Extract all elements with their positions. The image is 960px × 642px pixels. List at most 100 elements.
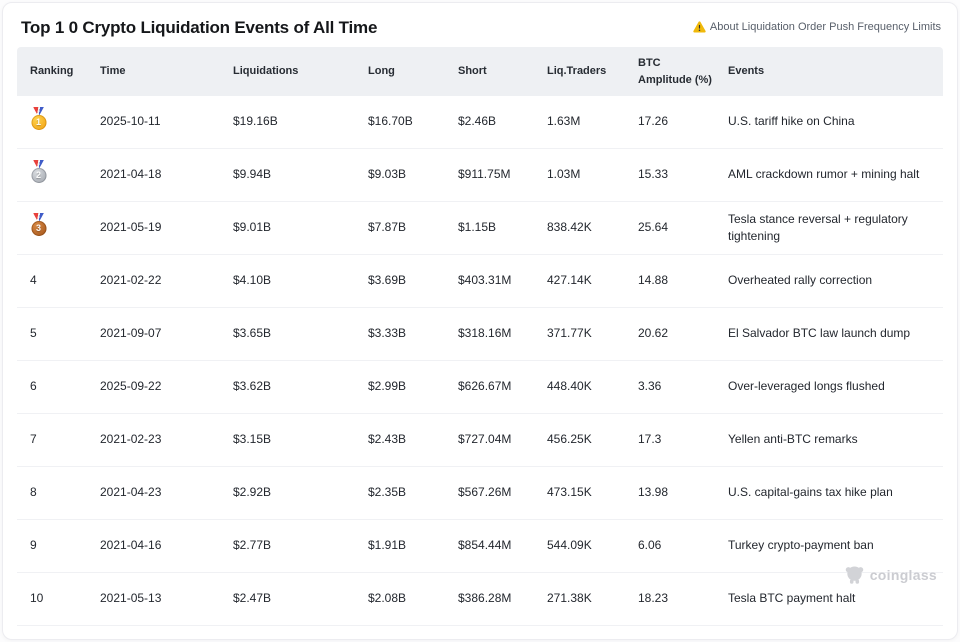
btc-amplitude-cell: 18.23 bbox=[638, 591, 669, 606]
liquidations-cell: $3.62B bbox=[233, 379, 272, 394]
table-row: 7 2021-02-23 $3.15B $2.43B $727.04M 456.25K 17… bbox=[17, 414, 943, 467]
liquidation-table: Ranking Time Liquidations Long Short Liq… bbox=[17, 47, 943, 626]
time-cell: 2021-04-16 bbox=[100, 538, 162, 553]
time-cell: 2021-02-22 bbox=[100, 273, 162, 288]
time-cell: 2025-10-11 bbox=[100, 114, 161, 129]
table-header-row: Ranking Time Liquidations Long Short Liq… bbox=[17, 47, 943, 96]
liq-traders-cell: 1.63M bbox=[547, 114, 581, 129]
liq-traders-cell: 456.25K bbox=[547, 432, 592, 447]
column-header-liquidations: Liquidations bbox=[233, 65, 299, 78]
time-cell: 2021-05-19 bbox=[100, 220, 162, 235]
time-cell: 2021-05-13 bbox=[100, 591, 162, 606]
ranking-cell: 8 bbox=[30, 485, 37, 500]
btc-amplitude-cell: 25.64 bbox=[638, 220, 669, 235]
events-cell: Over-leveraged longs flushed bbox=[728, 379, 885, 394]
short-cell: $403.31M bbox=[458, 273, 512, 288]
column-header-long: Long bbox=[368, 65, 395, 78]
liquidations-cell: $2.47B bbox=[233, 591, 272, 606]
warning-icon bbox=[693, 21, 706, 33]
ranking-cell: 2 bbox=[30, 152, 100, 198]
short-cell: $911.75M bbox=[458, 167, 511, 182]
btc-amplitude-cell: 17.3 bbox=[638, 432, 662, 447]
liquidations-cell: $9.94B bbox=[233, 167, 272, 182]
liquidations-cell: $4.10B bbox=[233, 273, 272, 288]
ranking-cell: 9 bbox=[30, 538, 37, 553]
long-cell: $1.91B bbox=[368, 538, 407, 553]
long-cell: $3.33B bbox=[368, 326, 407, 341]
btc-amplitude-cell: 3.36 bbox=[638, 379, 662, 394]
page-title: Top 1 0 Crypto Liquidation Events of All… bbox=[21, 18, 378, 37]
btc-amplitude-cell: 17.26 bbox=[638, 114, 669, 129]
liquidations-cell: $3.15B bbox=[233, 432, 272, 447]
long-cell: $2.35B bbox=[368, 485, 407, 500]
table-row: 2 2021-04-18 $9.94B $9.03B $911.75M 1.03M 15.3… bbox=[17, 149, 943, 202]
btc-amplitude-cell: 20.62 bbox=[638, 326, 669, 341]
long-cell: $9.03B bbox=[368, 167, 407, 182]
table-row: 5 2021-09-07 $3.65B $3.33B $318.16M 371.77K 20… bbox=[17, 308, 943, 361]
medal-rank-number: 2 bbox=[31, 167, 46, 183]
liq-traders-cell: 544.09K bbox=[547, 538, 592, 553]
events-cell: U.S. tariff hike on China bbox=[728, 114, 855, 129]
column-header-short: Short bbox=[458, 65, 487, 78]
short-cell: $854.44M bbox=[458, 538, 512, 553]
column-header-ranking: Ranking bbox=[30, 65, 74, 78]
table-body: 1 2025-10-11 $19.16B $16.70B $2.46B 1.63M 17.2… bbox=[17, 96, 943, 626]
table-row: 3 2021-05-19 $9.01B $7.87B $1.15B 838.42K 25.6… bbox=[17, 202, 943, 255]
liquidations-cell: $2.92B bbox=[233, 485, 272, 500]
medal-ribbon bbox=[33, 106, 44, 117]
liq-traders-cell: 473.15K bbox=[547, 485, 592, 500]
liq-traders-cell: 448.40K bbox=[547, 379, 592, 394]
table-row: 6 2025-09-22 $3.62B $2.99B $626.67M 448.40K 3.… bbox=[17, 361, 943, 414]
medal-rank-number: 3 bbox=[31, 220, 46, 236]
short-cell: $727.04M bbox=[458, 432, 512, 447]
medal-rank-number: 1 bbox=[31, 114, 46, 130]
events-cell: Tesla BTC payment halt bbox=[728, 591, 856, 606]
time-cell: 2021-04-23 bbox=[100, 485, 162, 500]
ranking-cell: 10 bbox=[30, 591, 44, 606]
events-cell: Tesla stance reversal + regulatory tight… bbox=[728, 211, 908, 243]
silver-medal-icon: 2 bbox=[30, 159, 47, 185]
long-cell: $16.70B bbox=[368, 114, 413, 129]
bronze-medal-icon: 3 bbox=[30, 212, 47, 238]
events-cell: Turkey crypto-payment ban bbox=[728, 538, 874, 553]
liquidations-cell: $9.01B bbox=[233, 220, 272, 235]
table-row: 4 2021-02-22 $4.10B $3.69B $403.31M 427.14K 14… bbox=[17, 255, 943, 308]
column-header-liq-traders: Liq.Traders bbox=[547, 65, 607, 78]
time-cell: 2021-02-23 bbox=[100, 432, 162, 447]
table-row: 9 2021-04-16 $2.77B $1.91B $854.44M 544.09K 6.… bbox=[17, 520, 943, 573]
time-cell: 2021-04-18 bbox=[100, 167, 162, 182]
ranking-cell: 4 bbox=[30, 273, 37, 288]
liquidations-cell: $19.16B bbox=[233, 114, 278, 129]
ranking-cell: 3 bbox=[30, 205, 100, 251]
liq-traders-cell: 271.38K bbox=[547, 591, 592, 606]
liq-traders-cell: 838.42K bbox=[547, 220, 592, 235]
short-cell: $567.26M bbox=[458, 485, 512, 500]
events-cell: Overheated rally correction bbox=[728, 273, 873, 288]
liq-traders-cell: 371.77K bbox=[547, 326, 592, 341]
medal-ribbon bbox=[33, 159, 44, 170]
short-cell: $1.15B bbox=[458, 220, 497, 235]
btc-amplitude-cell: 15.33 bbox=[638, 167, 669, 182]
liquidations-cell: $3.65B bbox=[233, 326, 272, 341]
long-cell: $2.43B bbox=[368, 432, 407, 447]
time-cell: 2021-09-07 bbox=[100, 326, 162, 341]
column-header-btc-amplitude: BTC Amplitude (%) bbox=[638, 57, 712, 86]
frequency-limits-label: About Liquidation Order Push Frequency L… bbox=[709, 21, 941, 33]
long-cell: $7.87B bbox=[368, 220, 407, 235]
long-cell: $2.08B bbox=[368, 591, 407, 606]
ranking-cell: 7 bbox=[30, 432, 37, 447]
column-header-time: Time bbox=[100, 65, 126, 78]
events-cell: AML crackdown rumor + mining halt bbox=[728, 167, 920, 182]
short-cell: $318.16M bbox=[458, 326, 512, 341]
ranking-cell: 5 bbox=[30, 326, 37, 341]
liquidations-cell: $2.77B bbox=[233, 538, 272, 553]
short-cell: $626.67M bbox=[458, 379, 512, 394]
frequency-limits-link[interactable]: About Liquidation Order Push Frequency L… bbox=[693, 21, 941, 33]
btc-amplitude-cell: 13.98 bbox=[638, 485, 669, 500]
gold-medal-icon: 1 bbox=[30, 106, 47, 132]
table-row: 1 2025-10-11 $19.16B $16.70B $2.46B 1.63M 17.2… bbox=[17, 96, 943, 149]
time-cell: 2025-09-22 bbox=[100, 379, 162, 394]
table-row: 10 2021-05-13 $2.47B $2.08B $386.28M 271.38K 1… bbox=[17, 573, 943, 626]
column-header-events: Events bbox=[728, 65, 765, 78]
